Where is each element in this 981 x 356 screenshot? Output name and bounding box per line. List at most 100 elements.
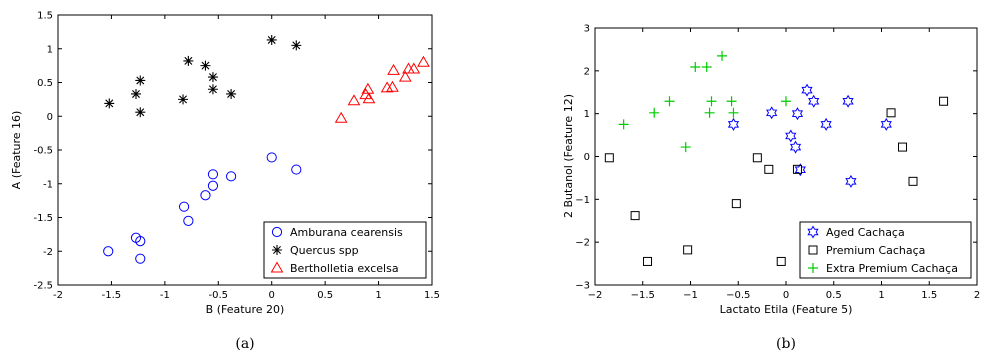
point-circle [103,246,114,257]
x-tick-label: 1 [878,290,884,301]
point-star [104,98,115,109]
y-tick-label: -1 [43,179,53,190]
xlabel-a: B (Feature 20) [206,303,285,316]
point-star [291,40,302,51]
point-triangle [361,82,375,94]
legend-label: Premium Cachaça [826,244,925,257]
point-hexagram [820,117,832,131]
x-tick-label: -0.5 [209,290,229,301]
x-tick-label: 2 [974,290,980,301]
point-plus [706,96,717,107]
x-tick-label: 1 [375,290,381,301]
point-star [183,55,194,66]
x-tick-label: 0 [783,290,789,301]
legend-label: Bertholletia excelsa [290,262,399,275]
legend-marker-hexagram [807,225,819,239]
point-hexagram [801,83,813,97]
point-square [939,96,949,106]
point-plus [618,119,629,130]
point-star [207,84,218,95]
point-plus [704,107,715,118]
x-tick-label: −1.5 [631,290,655,301]
legend-label: Amburana cearensis [290,226,403,239]
point-plus [690,61,701,72]
point-hexagram [791,107,804,121]
point-plus [664,96,675,107]
point-hexagram [789,140,802,154]
point-triangle [347,94,361,106]
axis-ticks-a: -2 -1.5 -1 -0.5 0 0.5 1 1.5-2.5-2-1.5-1-0.500.5… [33,11,439,302]
point-hexagram [880,117,892,131]
point-plus [717,50,728,61]
legend-b: Aged Cachaça Premium Cachaça Extra Premium… [799,221,972,279]
y-tick-label: −2 [575,238,590,249]
y-tick-label: −1 [575,195,590,206]
point-square [731,199,741,209]
y-tick-label: 2 [584,66,590,77]
legend-marker-star [272,245,282,255]
point-circle [135,236,146,247]
x-tick-label: −2 [588,290,603,301]
point-triangle [417,55,430,67]
point-plus [680,142,691,153]
x-tick-label: 0.5 [317,290,333,301]
legend-marker-circle [271,226,283,238]
point-square [898,142,908,152]
y-tick-label: 0 [584,152,590,163]
point-star [226,88,237,99]
point-star [178,94,189,105]
x-tick-label: 0 [269,290,275,301]
x-tick-label: -1.5 [102,290,122,301]
x-tick-label: -2 [53,290,63,301]
x-tick-label: 0.5 [826,290,842,301]
point-star [135,107,146,118]
data-marks-b [604,50,949,266]
point-circle [183,215,194,226]
y-tick-label: 1 [47,44,53,55]
point-square [792,164,802,174]
y-tick-label: -0.5 [33,146,53,157]
point-triangle [387,63,400,75]
point-hexagram [766,106,778,120]
point-square [908,176,918,186]
y-tick-label: 1.5 [37,11,53,22]
x-tick-label: −0.5 [726,290,750,301]
point-star [266,34,277,45]
point-circle [266,152,277,163]
x-tick-label: 1.5 [921,290,937,301]
legend-box [263,221,427,279]
point-plus [649,107,660,118]
point-square [683,245,693,255]
legend-box [799,221,972,279]
point-circle [291,164,302,175]
point-star [131,88,142,99]
point-hexagram [842,94,854,108]
legend-a: Amburana cearensis Quercus spp Bertholleti… [263,221,427,279]
point-triangle [334,111,348,123]
point-circle [178,201,190,212]
legend-label: Extra Premium Cachaça [826,262,958,275]
x-tick-label: 1.5 [424,290,440,301]
point-circle [207,169,219,180]
point-plus [781,96,791,107]
point-square [752,153,762,163]
x-tick-label: -1 [160,290,170,301]
ylabel-b: 2 Butanol (Feature 12) [562,94,575,218]
y-tick-label: -2 [43,247,53,258]
legend-marker-plus [808,263,818,273]
point-hexagram [794,163,806,177]
point-circle [226,171,237,182]
point-triangle [362,92,376,104]
point-square [764,164,774,174]
point-circle [200,190,211,201]
y-tick-label: 0 [47,112,53,123]
point-circle [207,180,219,191]
legend-label: Quercus spp [290,244,359,257]
point-plus [726,96,737,107]
caption-b: (b) [776,336,796,352]
point-triangle [407,62,421,74]
point-hexagram [845,174,857,188]
